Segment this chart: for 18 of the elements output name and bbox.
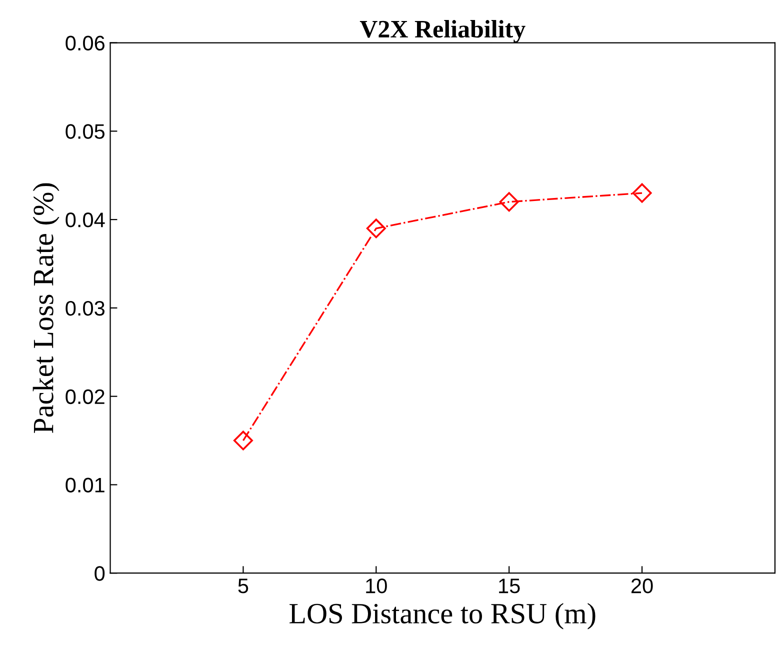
point bbox=[632, 183, 652, 203]
x-axis-title: LOS Distance to RSU (m) bbox=[290, 602, 596, 630]
y-tick-label: 0 bbox=[94, 566, 105, 581]
y-tick-label: 0.03 bbox=[66, 300, 104, 316]
y-tick-label: 0.02 bbox=[66, 389, 104, 404]
x-tick-label: 20 bbox=[631, 578, 653, 594]
y-axis-title: Packet Loss Rate (%) bbox=[32, 183, 60, 434]
chart-title: V2X Reliability bbox=[360, 20, 526, 43]
y-tick-label: 0.04 bbox=[66, 212, 105, 228]
point bbox=[233, 430, 253, 450]
x-tick-label: 15 bbox=[499, 578, 520, 594]
point bbox=[499, 192, 519, 212]
y-tick-label: 0.06 bbox=[66, 36, 104, 51]
y-tick-label: 0.05 bbox=[66, 124, 105, 139]
point bbox=[366, 218, 386, 238]
x-tick-label: 5 bbox=[238, 578, 248, 594]
y-tick-label: 0.01 bbox=[66, 478, 104, 492]
x-tick-label: 10 bbox=[366, 578, 387, 594]
